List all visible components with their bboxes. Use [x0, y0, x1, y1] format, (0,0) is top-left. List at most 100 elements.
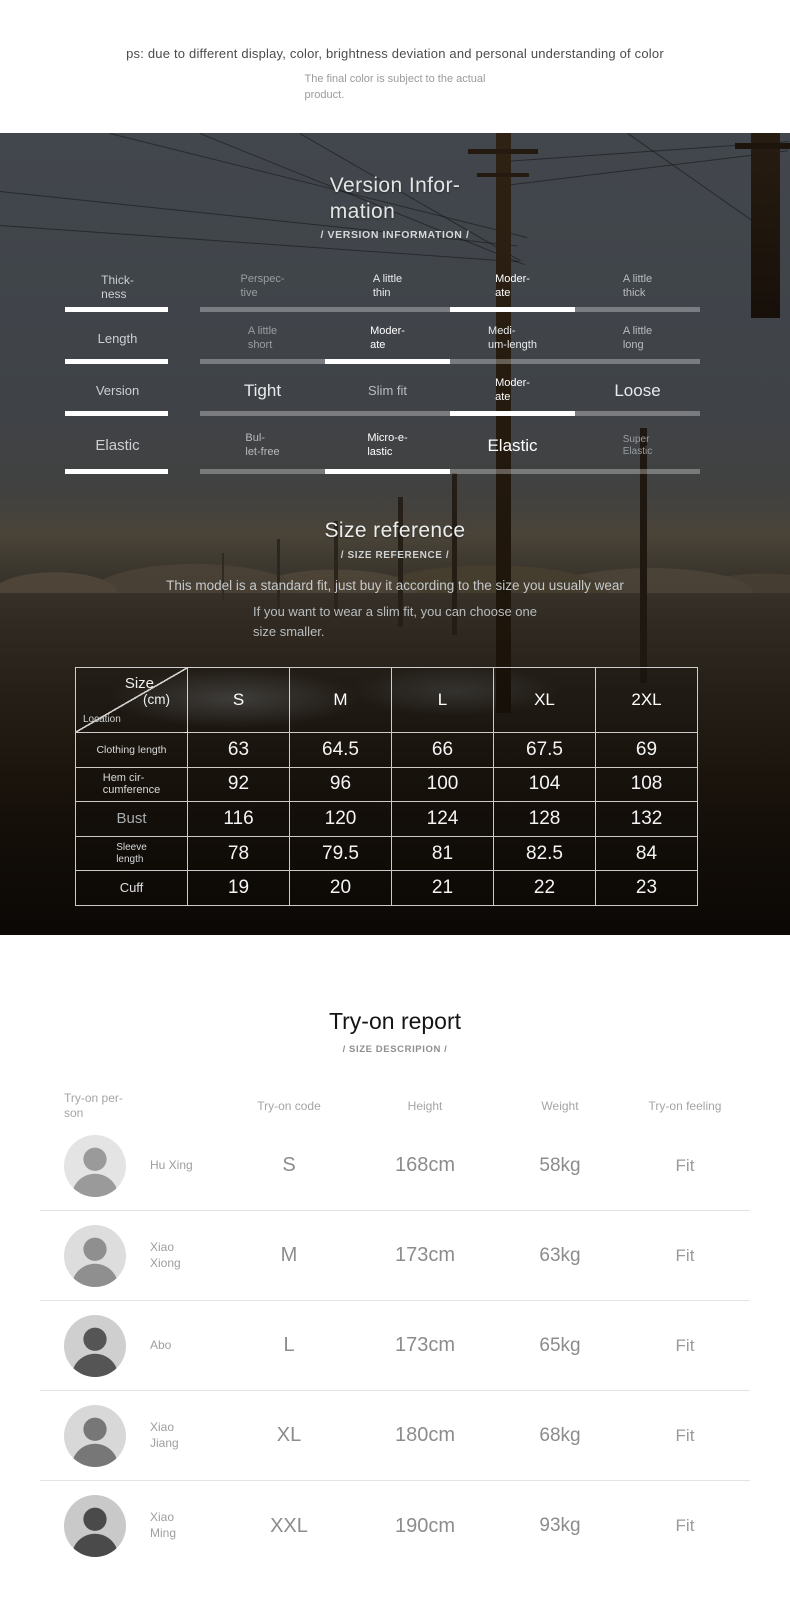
- measure-value: 22: [494, 871, 596, 907]
- spec-option: Medi-um-length: [488, 325, 537, 352]
- spec-option-selected: Moder-ate: [370, 325, 405, 352]
- spec-label: Length: [65, 319, 170, 365]
- measure-label: Sleeve length: [76, 836, 188, 872]
- measure-value: 92: [188, 767, 290, 803]
- person-height: 190cm: [394, 1514, 456, 1537]
- try-on-feeling: Fit: [675, 1155, 695, 1175]
- measure-value: 66: [392, 733, 494, 768]
- label-line: Elastic: [95, 437, 140, 455]
- telephone-pole: [277, 539, 280, 611]
- spec-label: Version: [65, 371, 170, 417]
- size-column-header: S: [188, 668, 290, 734]
- try-on-row: Hu Xing S 168cm 58kg Fit: [40, 1121, 750, 1211]
- pole-crossarm: [477, 173, 529, 177]
- title-line: Version Infor-: [329, 174, 461, 197]
- try-on-report-section: Try-on report / SIZE DESCRIPION / Try-on…: [0, 935, 790, 1571]
- spec-option: Perspec-tive: [240, 273, 285, 300]
- spec-grid: Thick-ness Perspec-tive A little thin Mod…: [0, 267, 790, 481]
- try-on-feeling: Fit: [675, 1516, 695, 1535]
- spec-option: A little thick: [622, 273, 653, 300]
- spec-option: Tight: [243, 381, 282, 401]
- note-line: product.: [304, 88, 345, 101]
- person-weight: 93kg: [539, 1515, 581, 1536]
- label-underline: [65, 359, 168, 365]
- telephone-pole: [222, 553, 224, 601]
- measure-value: 78: [188, 836, 290, 872]
- options-underline-track: [200, 359, 700, 365]
- fit-note: This model is a standard fit, just buy i…: [166, 578, 624, 594]
- try-on-row: Xiao Jiang XL 180cm 68kg Fit: [40, 1391, 750, 1481]
- try-on-row: Xiao Xiong M 173cm 63kg Fit: [40, 1211, 750, 1301]
- try-on-code: S: [282, 1154, 296, 1176]
- telephone-pole: [334, 521, 338, 617]
- options-underline-track: [200, 469, 700, 475]
- version-information-block: Version Infor- mation / VERSION INFORMAT…: [0, 133, 790, 481]
- measure-value: 19: [188, 871, 290, 907]
- slim-fit-note: If you want to wear a slim fit, you can …: [253, 604, 537, 639]
- try-on-code: L: [283, 1334, 295, 1356]
- measure-value: 132: [596, 802, 698, 837]
- try-on-feeling: Fit: [675, 1335, 695, 1355]
- spec-option: Super Elastic: [622, 433, 653, 458]
- spec-row-elastic: Elastic Bul-let-free Micro-e-lastic Elas…: [0, 423, 790, 481]
- spec-option-selected: Moder-ate: [495, 377, 530, 404]
- spec-option: Slim fit: [368, 382, 407, 398]
- measure-value: 63: [188, 733, 290, 768]
- measure-value: 120: [290, 802, 392, 837]
- try-on-subtitle: / SIZE DESCRIPION /: [342, 1044, 448, 1055]
- measure-label: Cuff: [76, 871, 188, 907]
- label-line: Version: [95, 383, 140, 399]
- person-weight: 58kg: [539, 1154, 581, 1176]
- person-avatar-icon: [64, 1404, 126, 1467]
- size-column-header: M: [290, 668, 392, 734]
- measure-value: 79.5: [290, 836, 392, 872]
- label-line: Length: [97, 331, 138, 347]
- telephone-pole: [751, 133, 780, 318]
- spec-row-version: Version Tight Slim fit Moder-ate Loose: [0, 371, 790, 423]
- measure-value: 69: [596, 733, 698, 768]
- color-disclaimer-text: ps: due to different display, color, bri…: [126, 46, 664, 61]
- person-avatar-icon: [64, 1495, 126, 1557]
- person-weight: 63kg: [539, 1244, 581, 1266]
- measure-value: 108: [596, 767, 698, 803]
- person-avatar-icon: [64, 1134, 126, 1197]
- telephone-pole: [398, 497, 403, 627]
- header-feeling: Try-on feeling: [648, 1099, 722, 1113]
- measure-value: 67.5: [494, 733, 596, 768]
- spec-row-thickness: Thick-ness Perspec-tive A little thin Mod…: [0, 267, 790, 319]
- label-line: ness: [101, 287, 127, 302]
- selected-underline: [325, 359, 450, 365]
- person-height: 173cm: [394, 1334, 456, 1356]
- try-on-code: XL: [276, 1424, 302, 1446]
- header-person: Try-on per-son: [64, 1091, 123, 1120]
- size-column-header: XL: [494, 668, 596, 734]
- measure-value: 84: [596, 836, 698, 872]
- try-on-code: M: [280, 1244, 298, 1266]
- label-line: Thick-: [101, 272, 134, 287]
- header-height: Height: [407, 1099, 443, 1113]
- size-table: Size (cm) Location S M L XL 2XL Clothing…: [75, 667, 698, 907]
- telephone-pole: [452, 473, 457, 635]
- spec-option: A little long: [622, 325, 653, 352]
- person-avatar-icon: [64, 1314, 126, 1377]
- measure-label: Clothing length: [76, 733, 188, 768]
- spec-option: Loose: [614, 381, 661, 401]
- measure-value: 21: [392, 871, 494, 907]
- measure-label: Hem cir-cumference: [76, 767, 188, 803]
- corner-location-label: Location: [83, 714, 121, 726]
- measure-value: 64.5: [290, 733, 392, 768]
- size-reference-title: Size reference: [324, 519, 466, 543]
- label-underline: [65, 307, 168, 313]
- try-on-feeling: Fit: [675, 1245, 695, 1265]
- person-name: Abo: [150, 1337, 172, 1352]
- person-height: 168cm: [394, 1154, 456, 1176]
- header-weight: Weight: [541, 1099, 579, 1113]
- spec-row-length: Length A little short Moder-ate Medi-um-l…: [0, 319, 790, 371]
- selected-underline: [450, 411, 575, 417]
- measure-value: 128: [494, 802, 596, 837]
- options-underline-track: [200, 411, 700, 417]
- size-column-header: 2XL: [596, 668, 698, 734]
- selected-underline: [325, 469, 450, 475]
- pole-crossarm: [468, 149, 538, 154]
- person-name: Xiao Jiang: [150, 1419, 179, 1450]
